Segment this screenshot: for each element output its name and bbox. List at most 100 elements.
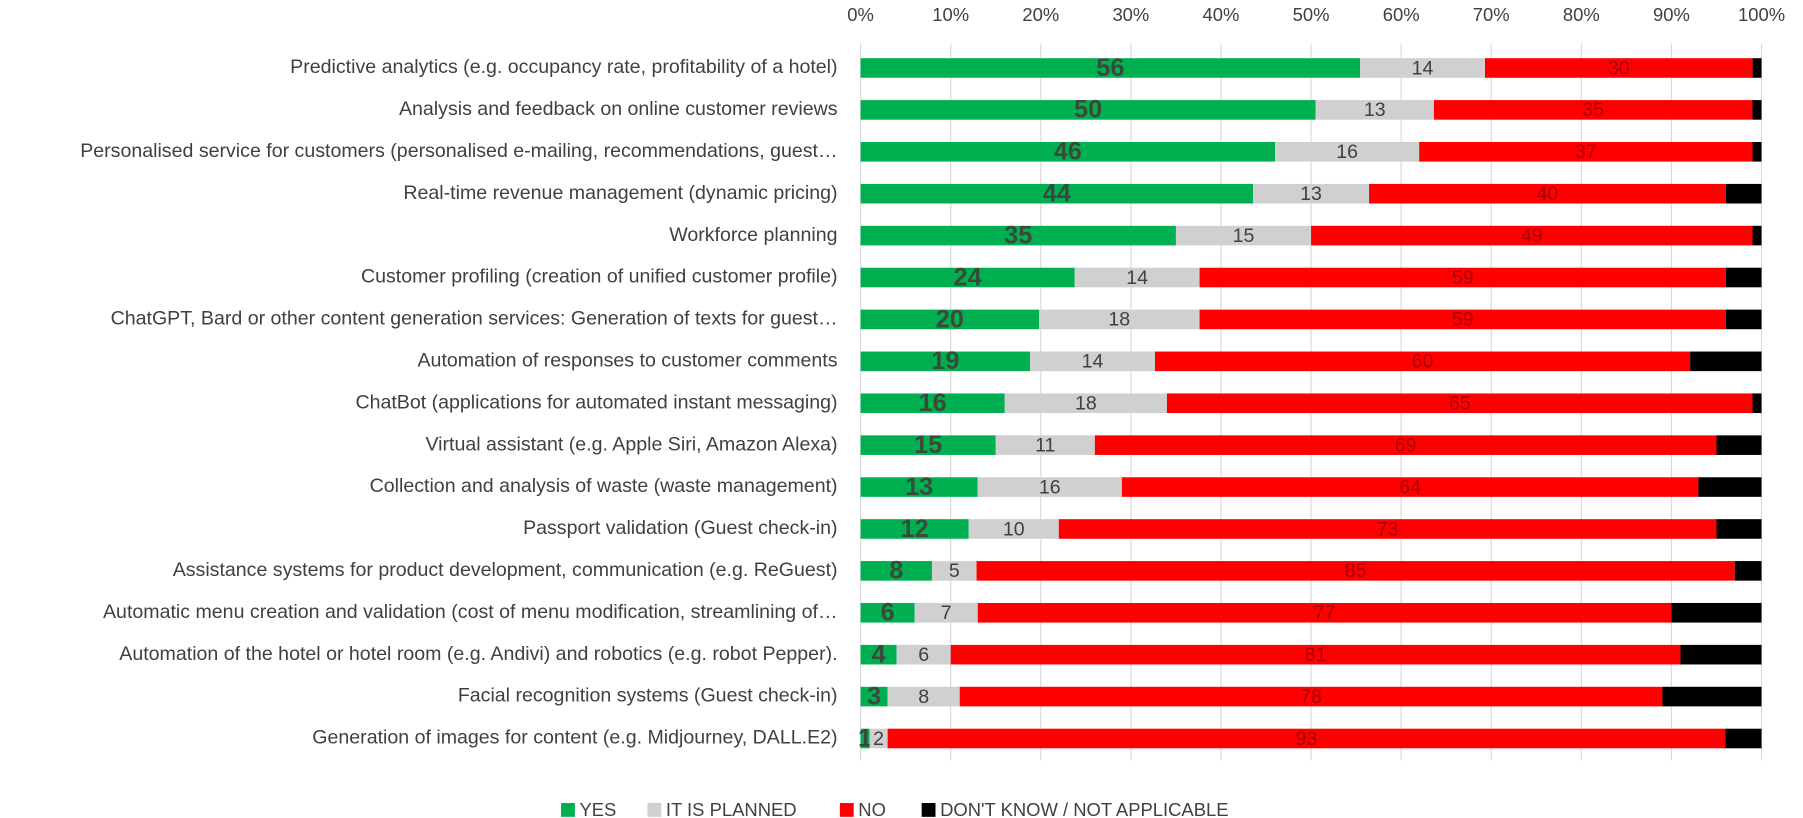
data-label: 35	[1582, 99, 1604, 121]
category-label: Real-time revenue management (dynamic pr…	[403, 182, 837, 204]
bar-segment	[1725, 728, 1762, 749]
legend-swatch	[561, 803, 575, 817]
bar-segment	[1725, 183, 1762, 204]
data-label: 14	[1082, 351, 1104, 373]
bar-segment	[1004, 393, 1167, 414]
data-label: 65	[1449, 393, 1471, 415]
data-label: 60	[1412, 351, 1434, 373]
category-label: Assistance systems for product developme…	[173, 559, 838, 581]
bar-segment	[1199, 309, 1726, 330]
data-label: 59	[1452, 267, 1474, 289]
bar-segment	[860, 309, 1040, 330]
bar-segment	[860, 644, 897, 665]
data-label: 49	[1521, 225, 1543, 247]
bar-segment	[1253, 183, 1370, 204]
category-label: Workforce planning	[669, 224, 837, 246]
bar-segment	[860, 100, 1316, 120]
data-label: 13	[905, 473, 933, 501]
x-tick-label: 100%	[1738, 4, 1785, 25]
bar-segment	[860, 225, 1176, 246]
data-label: 18	[1075, 393, 1097, 415]
bar-segment	[1680, 644, 1762, 665]
bar-segment	[1275, 142, 1420, 162]
bar-segment	[860, 435, 996, 455]
data-label: 8	[889, 557, 903, 585]
bar-segment	[1074, 267, 1200, 288]
bar-segment	[1030, 351, 1155, 372]
bar-segment	[1662, 686, 1762, 707]
bar-segment	[860, 58, 1361, 78]
data-label: 20	[936, 305, 964, 333]
x-tick-label: 50%	[1293, 4, 1330, 25]
data-label: 15	[914, 431, 942, 459]
data-label: 69	[1395, 434, 1417, 456]
category-label: Automation of responses to customer comm…	[418, 350, 838, 372]
bar-segment	[1725, 309, 1762, 330]
bar-segment	[1698, 477, 1762, 497]
bar-segment	[1058, 519, 1717, 539]
category-label: Customer profiling (creation of unified …	[361, 266, 838, 288]
bar-segment	[1360, 58, 1486, 78]
data-label: 3	[867, 682, 881, 710]
bar-segment	[860, 183, 1254, 204]
data-label: 24	[954, 263, 982, 291]
data-label: 8	[918, 686, 929, 708]
bar-segment	[1734, 561, 1762, 581]
legend-label: DON'T KNOW / NOT APPLICABLE	[940, 799, 1228, 818]
legend-swatch	[921, 803, 936, 817]
category-label: Generation of images for content (e.g. M…	[312, 727, 837, 749]
data-label: 5	[949, 560, 960, 582]
bar-segment	[887, 686, 960, 707]
x-tick-label: 70%	[1473, 4, 1510, 25]
bar-segment	[968, 519, 1059, 539]
data-label: 15	[1233, 225, 1255, 247]
data-label: 85	[1345, 560, 1367, 582]
x-tick-label: 90%	[1653, 4, 1690, 25]
x-tick-label: 0%	[847, 4, 874, 25]
x-tick-label: 80%	[1563, 4, 1600, 25]
data-label: 56	[1096, 54, 1124, 82]
data-label: 35	[1004, 221, 1032, 249]
bar-segment	[1671, 602, 1762, 623]
data-label: 50	[1074, 96, 1102, 124]
bar-segment	[869, 728, 888, 749]
bar-segment	[887, 728, 1726, 749]
bar-segment	[931, 561, 977, 581]
x-tick-label: 30%	[1112, 4, 1149, 25]
bar-segment	[1752, 58, 1762, 78]
data-label: 12	[901, 515, 929, 543]
data-label: 10	[1003, 518, 1025, 540]
category-label: Passport validation (Guest check-in)	[523, 517, 837, 539]
data-label: 59	[1452, 309, 1474, 331]
bar-segment	[860, 728, 870, 749]
x-tick-label: 60%	[1383, 4, 1420, 25]
data-label: 37	[1575, 141, 1597, 163]
bar-segment	[1752, 142, 1762, 162]
data-label: 13	[1300, 183, 1322, 205]
legend-swatch	[839, 803, 854, 817]
data-label: 13	[1364, 99, 1386, 121]
data-label: 64	[1399, 476, 1421, 498]
bar-segment	[860, 267, 1075, 288]
bar-segment	[860, 142, 1276, 162]
data-label: 77	[1314, 602, 1336, 624]
data-label: 16	[1039, 476, 1061, 498]
category-label: Collection and analysis of waste (waste …	[370, 475, 838, 497]
bar-segment	[1690, 351, 1762, 372]
bar-segment	[1166, 393, 1753, 414]
bar-segment	[860, 477, 978, 497]
category-label: Personalised service for customers (pers…	[80, 140, 837, 162]
data-label: 7	[941, 602, 952, 624]
legend-label: NO	[858, 799, 886, 818]
data-label: 46	[1054, 138, 1082, 166]
bar-segment	[860, 393, 1005, 414]
bar-segment	[1039, 309, 1200, 330]
bar-segment	[977, 602, 1672, 623]
bar-segment	[860, 351, 1031, 372]
bar-segment	[1154, 351, 1691, 372]
bar-segment	[1716, 435, 1762, 455]
x-tick-label: 40%	[1203, 4, 1240, 25]
bar-segment	[1752, 393, 1762, 414]
bar-segment	[860, 686, 888, 707]
